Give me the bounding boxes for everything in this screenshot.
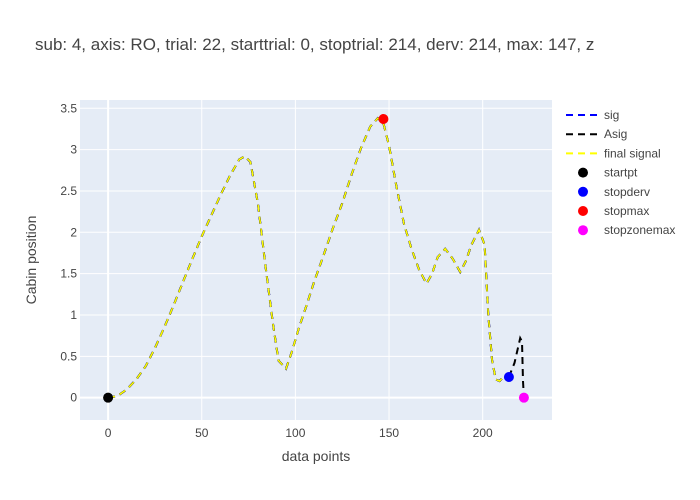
series-asig-tail-line — [507, 335, 525, 398]
y-tick-label: 2.5 — [60, 184, 77, 198]
plot-area — [80, 100, 552, 420]
x-axis-title: data points — [282, 448, 351, 464]
legend-item[interactable]: stopzonemax — [578, 223, 675, 237]
x-tick-label: 150 — [379, 426, 399, 440]
y-axis-title: Cabin position — [23, 216, 39, 305]
x-tick-label: 50 — [195, 426, 209, 440]
legend-label: startpt — [604, 166, 638, 180]
legend-label: final signal — [604, 146, 661, 160]
legend-item[interactable]: startpt — [578, 166, 638, 180]
y-gridlines — [80, 107, 552, 399]
legend-label: sig — [604, 108, 619, 122]
y-tick-label: 0.5 — [60, 349, 77, 363]
legend-marker — [578, 225, 588, 236]
y-tick-label: 3.5 — [60, 101, 77, 115]
x-gridlines — [107, 100, 484, 420]
legend-item[interactable]: Asig — [566, 127, 627, 141]
legend-item[interactable]: sig — [566, 108, 619, 122]
marker-stopmax — [378, 114, 389, 125]
legend-label: stopderv — [604, 185, 650, 199]
y-tick-label: 3 — [70, 143, 77, 157]
legend-item[interactable]: stopmax — [578, 204, 649, 218]
series-layer — [107, 116, 525, 399]
y-tick-label: 2 — [70, 225, 77, 239]
legend-marker — [578, 186, 588, 197]
legend-marker — [578, 206, 588, 216]
marker-stopderv — [503, 372, 514, 383]
chart-title: sub: 4, axis: RO, trial: 22, starttrial:… — [35, 35, 594, 54]
legend-label: stopmax — [604, 204, 649, 218]
marker-startpt — [103, 392, 114, 403]
series-final-signal-line — [107, 117, 510, 399]
legend: sig Asig final signal startpt stopderv stopma… — [566, 108, 675, 237]
x-tick-label: 0 — [105, 426, 112, 440]
marker-stopzonemax — [518, 392, 529, 403]
legend-item[interactable]: final signal — [566, 146, 661, 160]
legend-marker — [578, 167, 588, 178]
marker-layer — [103, 114, 529, 403]
y-tick-label: 1.5 — [60, 267, 77, 281]
legend-item[interactable]: stopderv — [578, 185, 650, 199]
y-axis-ticks: 0 0.5 1 1.5 2 2.5 3 3.5 — [60, 101, 77, 404]
x-tick-label: 100 — [285, 426, 305, 440]
legend-label: stopzonemax — [604, 223, 675, 237]
y-tick-label: 0 — [70, 391, 77, 405]
x-axis-ticks: 0 50 100 150 200 — [105, 426, 493, 440]
legend-label: Asig — [604, 127, 627, 141]
y-tick-label: 1 — [70, 308, 77, 322]
x-tick-label: 200 — [473, 426, 493, 440]
